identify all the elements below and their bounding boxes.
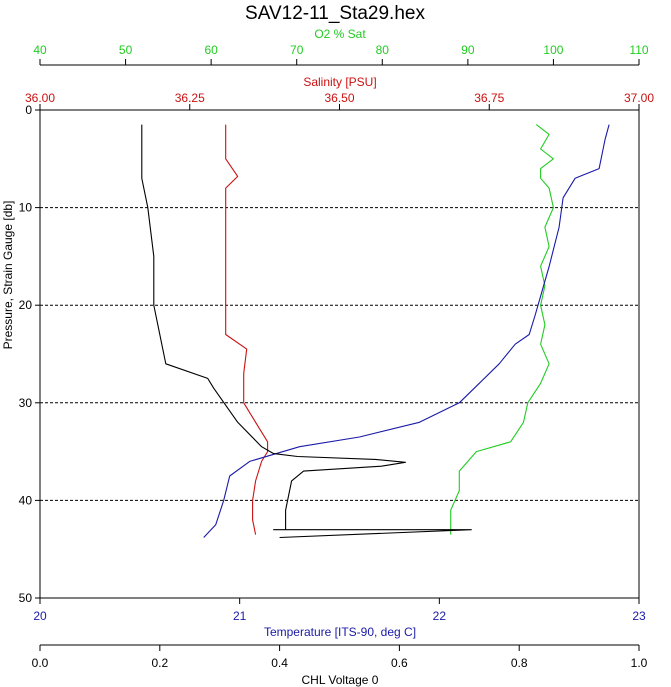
o2-tick-label-90: 90 bbox=[461, 43, 475, 57]
y-tick-label-0: 0 bbox=[25, 103, 32, 117]
plot-frame bbox=[39, 109, 640, 599]
o2-series-line bbox=[450, 124, 554, 535]
o2-tick-label-50: 50 bbox=[119, 43, 133, 57]
y-tick-label-30: 30 bbox=[19, 396, 33, 410]
o2-tick-label-80: 80 bbox=[376, 43, 390, 57]
chl-tick-label-1.0: 1.0 bbox=[631, 656, 648, 670]
gridlines bbox=[40, 207, 639, 501]
temperature-tick-label-22: 22 bbox=[433, 609, 447, 623]
chl-tick-label-0.4: 0.4 bbox=[271, 656, 288, 670]
chl-tick-label-0.0: 0.0 bbox=[32, 656, 49, 670]
y-tick-label-20: 20 bbox=[19, 298, 33, 312]
pressure-axis-label: Pressure, Strain Gauge [db] bbox=[1, 201, 15, 350]
salinity-tick-label-36.75: 36.75 bbox=[474, 91, 504, 105]
chl-axis-label: CHL Voltage 0 bbox=[302, 673, 379, 687]
salinity-tick-label-36.25: 36.25 bbox=[175, 91, 205, 105]
chl-tick-label-0.8: 0.8 bbox=[511, 656, 528, 670]
chl-tick-label-0.2: 0.2 bbox=[151, 656, 168, 670]
temperature-axis-label: Temperature [ITS-90, deg C] bbox=[264, 625, 416, 639]
chl-series-line bbox=[141, 124, 472, 539]
o2-tick-label-60: 60 bbox=[204, 43, 218, 57]
o2-axis-label: O2 % Sat bbox=[314, 27, 366, 41]
salinity-axis-label: Salinity [PSU] bbox=[303, 75, 376, 89]
temperature-tick-label-21: 21 bbox=[233, 609, 247, 623]
y-tick-label-40: 40 bbox=[19, 493, 33, 507]
salinity-tick-label-37.00: 37.00 bbox=[624, 91, 654, 105]
series-layer bbox=[141, 124, 610, 539]
o2-tick-label-40: 40 bbox=[33, 43, 47, 57]
chl-tick-label-0.6: 0.6 bbox=[391, 656, 408, 670]
salinity-tick-label-36.50: 36.50 bbox=[324, 91, 354, 105]
axes: 0 10 20 30 40 50 40 50 60 70 80 90 100 110 36.00 36.25 3… bbox=[19, 43, 655, 670]
y-tick-label-50: 50 bbox=[19, 591, 33, 605]
temperature-tick-label-20: 20 bbox=[33, 609, 47, 623]
temperature-tick-label-23: 23 bbox=[632, 609, 646, 623]
y-tick-label-10: 10 bbox=[19, 201, 33, 215]
chart-title: SAV12-11_Sta29.hex bbox=[245, 3, 425, 24]
o2-tick-label-70: 70 bbox=[290, 43, 304, 57]
o2-tick-label-100: 100 bbox=[543, 43, 563, 57]
temperature-series-line bbox=[203, 124, 610, 538]
salinity-tick-label-36.00: 36.00 bbox=[25, 91, 55, 105]
salinity-series-line bbox=[225, 124, 269, 535]
o2-tick-label-110: 110 bbox=[629, 43, 648, 57]
